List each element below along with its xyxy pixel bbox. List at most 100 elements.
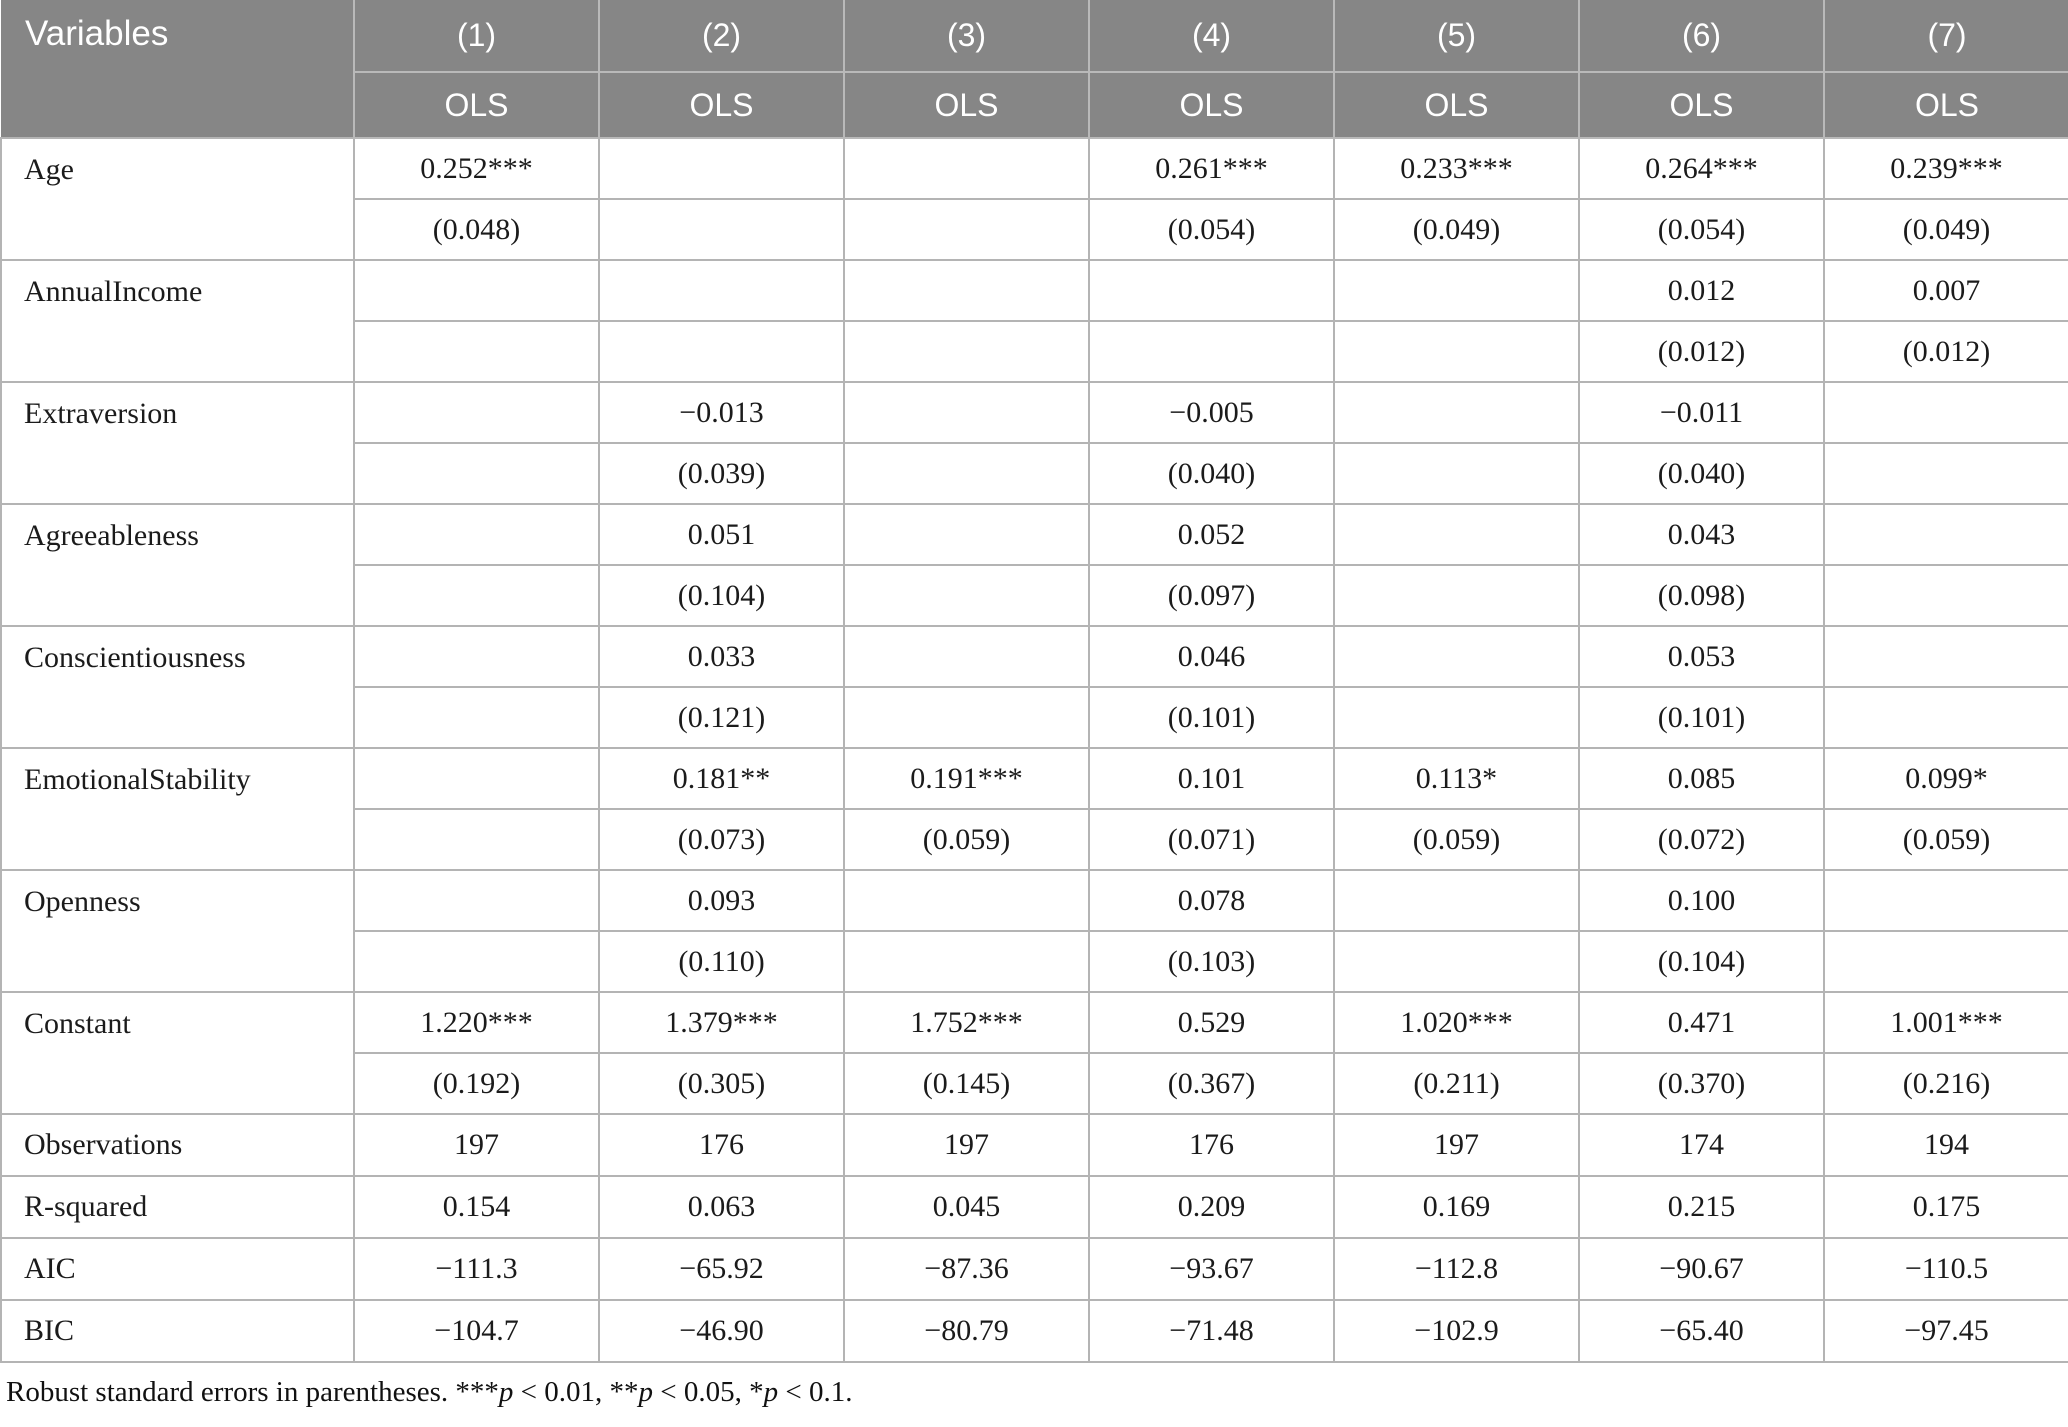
stat-cell: 0.215	[1578, 1175, 1825, 1239]
col-header-5: (5)	[1333, 0, 1580, 73]
stat-cell: 197	[353, 1113, 600, 1177]
coef-cell	[843, 503, 1090, 566]
se-cell	[843, 198, 1090, 261]
se-cell: (0.104)	[598, 564, 845, 627]
coef-cell	[353, 747, 600, 810]
stat-cell: −90.67	[1578, 1237, 1825, 1301]
se-cell: (0.059)	[843, 808, 1090, 871]
coef-cell: −0.013	[598, 381, 845, 444]
se-cell: (0.367)	[1088, 1052, 1335, 1115]
footnote-p-symbol: p	[638, 1376, 654, 1408]
footnote-p-symbol: p	[763, 1376, 779, 1408]
col-header-1: (1)	[353, 0, 600, 73]
stat-cell: −110.5	[1823, 1237, 2068, 1301]
se-cell	[1823, 686, 2068, 749]
table-row-observations: Observations 197 176 197 176 197 174 194	[0, 1113, 2068, 1177]
stat-label: Observations	[0, 1113, 355, 1177]
coef-cell: 0.261***	[1088, 137, 1335, 200]
method-header-1: OLS	[354, 71, 600, 139]
se-cell: (0.048)	[353, 198, 600, 261]
variable-label: Openness	[0, 869, 355, 993]
se-cell	[353, 564, 600, 627]
variable-label: Conscientiousness	[0, 625, 355, 749]
stat-cell: 0.169	[1333, 1175, 1580, 1239]
se-cell	[1333, 930, 1580, 993]
coef-cell: 0.191***	[843, 747, 1090, 810]
stat-cell: 176	[598, 1113, 845, 1177]
table-row-agreeableness-coef: Agreeableness 0.051 0.052 0.043	[0, 503, 2068, 627]
table-row-agreeableness-se: (0.104) (0.097) (0.098)	[1, 564, 2068, 627]
se-cell: (0.072)	[1578, 808, 1825, 871]
stat-cell: −80.79	[843, 1299, 1090, 1363]
stat-cell: −71.48	[1088, 1299, 1335, 1363]
stat-cell: −104.7	[353, 1299, 600, 1363]
se-cell	[353, 930, 600, 993]
se-cell: (0.012)	[1823, 320, 2068, 383]
coef-cell: 0.529	[1088, 991, 1335, 1054]
coef-cell	[843, 259, 1090, 322]
stat-cell: −111.3	[353, 1237, 600, 1301]
stat-cell: −97.45	[1823, 1299, 2068, 1363]
se-cell	[843, 320, 1090, 383]
se-cell: (0.054)	[1088, 198, 1335, 261]
se-cell: (0.073)	[598, 808, 845, 871]
se-cell: (0.049)	[1333, 198, 1580, 261]
table-row-openness-se: (0.110) (0.103) (0.104)	[1, 930, 2068, 993]
coef-cell	[1088, 259, 1335, 322]
variable-label: AnnualIncome	[0, 259, 355, 383]
table-row-r-squared: R-squared 0.154 0.063 0.045 0.209 0.169 0.215…	[0, 1175, 2068, 1239]
se-cell	[1088, 320, 1335, 383]
coef-cell	[353, 381, 600, 444]
coef-cell: 1.001***	[1823, 991, 2068, 1054]
table-header: Variables (1) (2) (3) (4) (5) (6) (7) OL…	[1, 0, 2068, 139]
se-cell: (0.049)	[1823, 198, 2068, 261]
se-cell: (0.039)	[598, 442, 845, 505]
se-cell: (0.071)	[1088, 808, 1335, 871]
table-row-age-coef: Age 0.252*** 0.261*** 0.233*** 0.264*** 0.23…	[0, 137, 2068, 261]
coef-cell: 0.113*	[1333, 747, 1580, 810]
footnote-text: < 0.01, **	[513, 1376, 639, 1408]
stat-label: BIC	[0, 1299, 355, 1363]
coef-cell: 0.101	[1088, 747, 1335, 810]
method-header-5: OLS	[1333, 71, 1580, 139]
method-row: OLS OLS OLS OLS OLS OLS OLS	[1, 71, 2068, 139]
stat-cell: 0.175	[1823, 1175, 2068, 1239]
stat-cell: 0.045	[843, 1175, 1090, 1239]
coef-cell: 0.051	[598, 503, 845, 566]
coef-cell: 0.033	[598, 625, 845, 688]
coef-cell: 0.053	[1578, 625, 1825, 688]
se-cell	[1333, 564, 1580, 627]
se-cell: (0.098)	[1578, 564, 1825, 627]
se-cell: (0.059)	[1823, 808, 2068, 871]
coef-cell: 0.085	[1578, 747, 1825, 810]
se-cell: (0.192)	[353, 1052, 600, 1115]
table-row-constant-coef: Constant 1.220*** 1.379*** 1.752*** 0.529 1.…	[0, 991, 2068, 1115]
se-cell	[1823, 930, 2068, 993]
stat-label: AIC	[0, 1237, 355, 1301]
model-number-row: Variables (1) (2) (3) (4) (5) (6) (7)	[1, 0, 2068, 138]
table-row-conscientiousness-se: (0.121) (0.101) (0.101)	[1, 686, 2068, 749]
coef-cell: 1.379***	[598, 991, 845, 1054]
se-cell: (0.097)	[1088, 564, 1335, 627]
se-cell	[1333, 320, 1580, 383]
coef-cell	[598, 259, 845, 322]
se-cell	[353, 442, 600, 505]
stat-cell: −87.36	[843, 1237, 1090, 1301]
table-row-emotionalstability-se: (0.073) (0.059) (0.071) (0.059) (0.072) (0.05…	[1, 808, 2068, 871]
coef-cell	[1333, 503, 1580, 566]
coef-cell: 0.099*	[1823, 747, 2068, 810]
stat-cell: 0.063	[598, 1175, 845, 1239]
coef-cell: 0.233***	[1333, 137, 1580, 200]
method-header-4: OLS	[1088, 71, 1335, 139]
variable-label: Extraversion	[0, 381, 355, 505]
footnote-text: Robust standard errors in parentheses. *…	[6, 1376, 499, 1408]
se-cell	[1823, 442, 2068, 505]
col-header-7: (7)	[1823, 0, 2068, 73]
table-row-extraversion-coef: Extraversion −0.013 −0.005 −0.011	[0, 381, 2068, 505]
se-cell: (0.040)	[1578, 442, 1825, 505]
table-row-conscientiousness-coef: Conscientiousness 0.033 0.046 0.053	[0, 625, 2068, 749]
se-cell: (0.103)	[1088, 930, 1335, 993]
col-header-6: (6)	[1578, 0, 1825, 73]
se-cell	[353, 320, 600, 383]
se-cell: (0.012)	[1578, 320, 1825, 383]
